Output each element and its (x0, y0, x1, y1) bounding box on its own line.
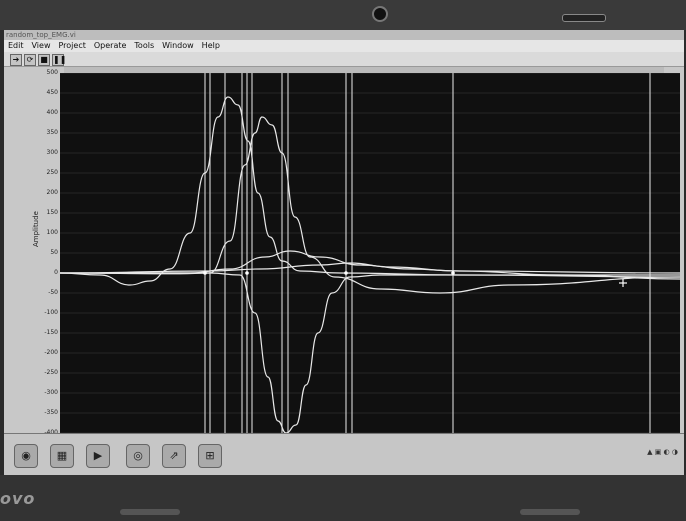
pause-icon[interactable]: ❚❚ (52, 54, 67, 66)
y-tick-label: -150 (44, 329, 58, 336)
y-tick-label: 200 (46, 189, 58, 196)
y-tick-label: 400 (46, 109, 58, 116)
y-tick-label: 500 (46, 69, 58, 76)
series-line-1 (60, 96, 680, 286)
y-tick-label: 0 (54, 269, 58, 276)
menu-project[interactable]: Project (58, 41, 86, 50)
media-player-icon[interactable]: ▶ (86, 444, 110, 468)
screen: random_top_EMG.vi Edit View Project Operate… (4, 30, 684, 475)
bezel-foot-right (520, 509, 580, 515)
y-tick-label: -200 (44, 349, 58, 356)
bezel-slot (562, 14, 606, 22)
data-point (451, 271, 455, 275)
y-tick-label: 150 (46, 209, 58, 216)
y-tick-label: -50 (48, 289, 58, 296)
labview-icon[interactable]: ⊞ (198, 444, 222, 468)
menu-tools[interactable]: Tools (134, 41, 155, 50)
y-tick-label: 300 (46, 149, 58, 156)
brand-logo: ovo (0, 489, 36, 508)
menu-window[interactable]: Window (162, 41, 194, 50)
bezel-foot-left (120, 509, 180, 515)
data-point (245, 271, 249, 275)
series-line-2 (60, 116, 680, 294)
waveform-graph[interactable] (60, 73, 680, 433)
graph-header-bar (64, 67, 664, 73)
series-line-5 (60, 262, 680, 280)
menu-operate[interactable]: Operate (93, 41, 127, 50)
y-axis-label: Amplitude (32, 211, 40, 247)
y-tick-label: -350 (44, 409, 58, 416)
y-axis: Amplitude 500 450 400 350 300 250 200 150 100 50 0… (4, 69, 60, 436)
data-point (344, 271, 348, 275)
browser-icon[interactable]: ◎ (126, 444, 150, 468)
y-tick-label: -400 (44, 429, 58, 436)
window-title: random_top_EMG.vi (4, 30, 684, 40)
menu-view[interactable]: View (31, 41, 51, 50)
taskbar: ◉ ▦ ▶ ◎ ⇗ ⊞ ▲ ▣ ◐ ◑ (4, 433, 684, 475)
y-tick-label: 350 (46, 129, 58, 136)
y-tick-label: 50 (50, 249, 58, 256)
laptop-bezel-bottom: ovo (0, 475, 686, 521)
y-tick-label: -100 (44, 309, 58, 316)
y-tick-label: 250 (46, 169, 58, 176)
toolbar: ➔ ⟳ ■ ❚❚ (4, 52, 684, 67)
laptop-bezel-top (0, 0, 686, 30)
menu-edit[interactable]: Edit (8, 41, 24, 50)
menu-help[interactable]: Help (201, 41, 220, 50)
run-continuous-icon[interactable]: ⟳ (24, 54, 36, 66)
run-arrow-icon[interactable]: ➔ (10, 54, 22, 66)
system-tray[interactable]: ▲ ▣ ◐ ◑ (647, 448, 678, 456)
waveform-graph-panel: Amplitude 500 450 400 350 300 250 200 150 100 50 0… (4, 67, 684, 436)
y-tick-label: -300 (44, 389, 58, 396)
menu-bar: Edit View Project Operate Tools Window Help (4, 40, 684, 52)
series-line-3 (60, 272, 680, 433)
y-tick-label: 450 (46, 89, 58, 96)
crosshair-cursor-icon (619, 279, 627, 287)
y-tick-label: 100 (46, 229, 58, 236)
y-tick-label: -250 (44, 369, 58, 376)
webcam-icon (372, 6, 388, 22)
data-point (203, 271, 207, 275)
folder-icon[interactable]: ▦ (50, 444, 74, 468)
app-icon[interactable]: ⇗ (162, 444, 186, 468)
abort-icon[interactable]: ■ (38, 54, 50, 66)
start-orb-icon[interactable]: ◉ (14, 444, 38, 468)
